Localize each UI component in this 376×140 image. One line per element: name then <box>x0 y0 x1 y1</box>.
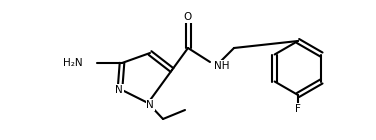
Text: O: O <box>184 12 192 22</box>
Text: NH: NH <box>214 61 229 71</box>
Text: N: N <box>146 100 154 110</box>
Text: N: N <box>115 85 123 95</box>
Text: H₂N: H₂N <box>64 58 83 68</box>
Text: F: F <box>295 104 301 114</box>
